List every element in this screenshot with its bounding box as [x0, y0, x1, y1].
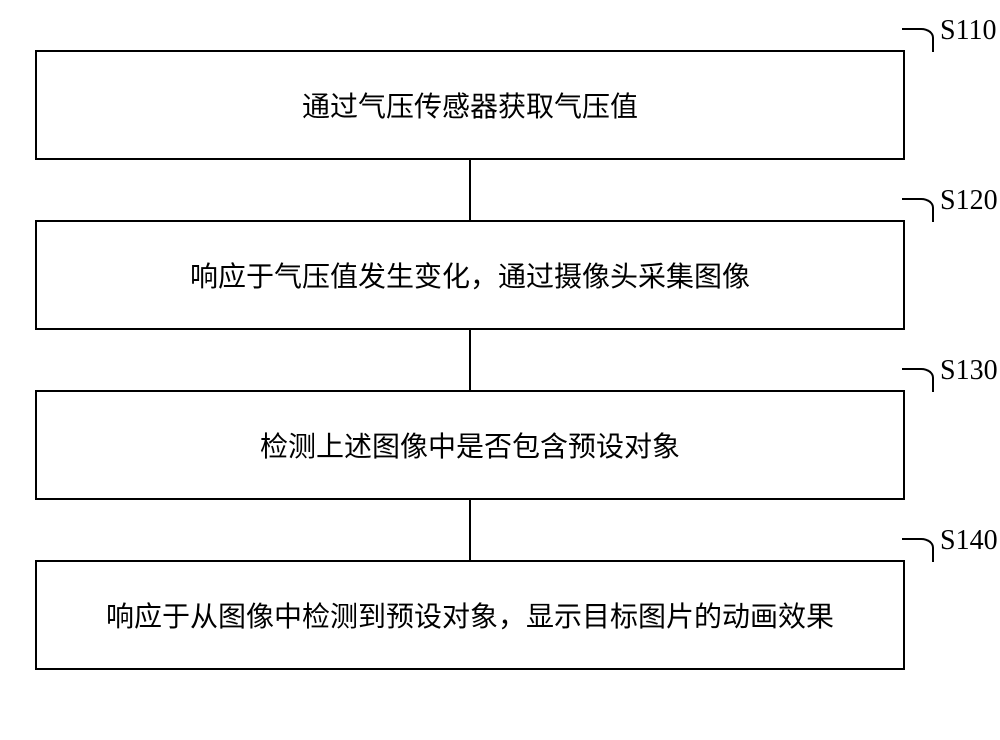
step-label-S130: S130: [940, 355, 998, 387]
connector-S110-S120: [469, 160, 471, 220]
label-curve-S120: [902, 198, 934, 222]
step-box-S120: 响应于气压值发生变化，通过摄像头采集图像: [35, 220, 905, 330]
step-text-S140: 响应于从图像中检测到预设对象，显示目标图片的动画效果: [106, 595, 834, 635]
flowchart-canvas: 通过气压传感器获取气压值 S110 响应于气压值发生变化，通过摄像头采集图像 S120…: [0, 0, 1000, 740]
label-curve-S110: [902, 28, 934, 52]
step-label-S120: S120: [940, 185, 998, 217]
step-box-S130: 检测上述图像中是否包含预设对象: [35, 390, 905, 500]
step-box-S110: 通过气压传感器获取气压值: [35, 50, 905, 160]
connector-S130-S140: [469, 500, 471, 560]
step-label-S140: S140: [940, 525, 998, 557]
label-curve-S140: [902, 538, 934, 562]
step-text-S120: 响应于气压值发生变化，通过摄像头采集图像: [190, 255, 750, 295]
label-curve-S130: [902, 368, 934, 392]
step-label-S110: S110: [940, 15, 997, 47]
step-box-S140: 响应于从图像中检测到预设对象，显示目标图片的动画效果: [35, 560, 905, 670]
connector-S120-S130: [469, 330, 471, 390]
step-text-S110: 通过气压传感器获取气压值: [302, 85, 638, 125]
step-text-S130: 检测上述图像中是否包含预设对象: [260, 425, 680, 465]
